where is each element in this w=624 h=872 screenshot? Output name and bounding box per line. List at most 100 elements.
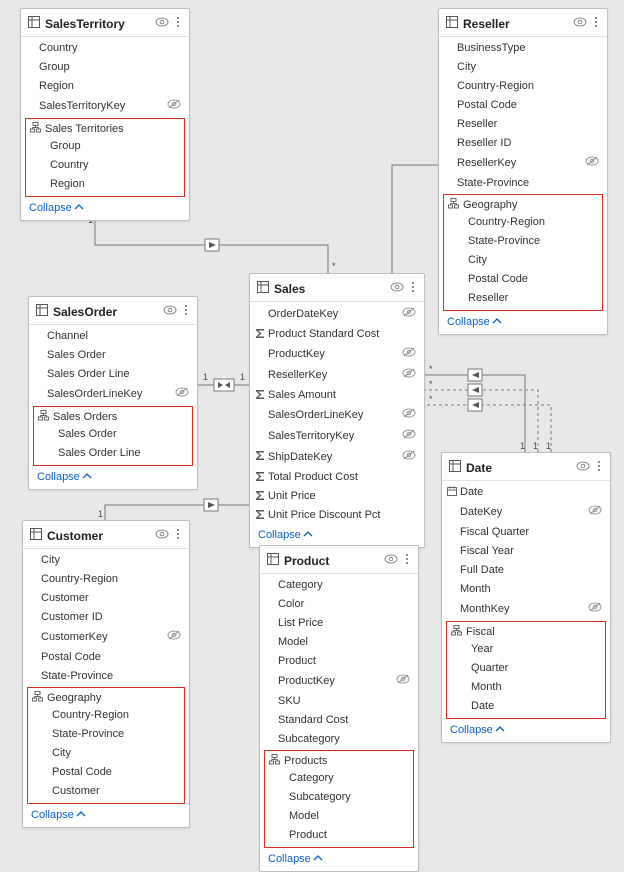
field[interactable]: Customer ID: [23, 608, 189, 627]
more-icon[interactable]: [594, 459, 604, 476]
field[interactable]: Country-Region: [439, 77, 607, 96]
field[interactable]: ResellerKey: [250, 365, 424, 386]
visibility-icon[interactable]: [576, 460, 590, 475]
visibility-icon[interactable]: [390, 281, 404, 296]
visibility-icon[interactable]: [155, 16, 169, 31]
hierarchy-header[interactable]: Products: [265, 753, 413, 769]
table-sales[interactable]: SalesOrderDateKeyProduct Standard CostPr…: [249, 273, 425, 548]
field[interactable]: Standard Cost: [260, 711, 418, 730]
table-header[interactable]: Customer: [23, 521, 189, 549]
field[interactable]: Country: [21, 39, 189, 58]
table-salesTerritory[interactable]: SalesTerritoryCountryGroupRegionSalesTer…: [20, 8, 190, 221]
table-header[interactable]: Date: [442, 453, 610, 481]
hierarchy-child[interactable]: Sales Order Line: [34, 444, 192, 463]
collapse-button[interactable]: Collapse: [260, 849, 418, 871]
hierarchy-header[interactable]: Sales Orders: [34, 409, 192, 425]
table-salesOrder[interactable]: SalesOrderChannelSales OrderSales Order …: [28, 296, 198, 490]
field[interactable]: Category: [260, 576, 418, 595]
hierarchy-child[interactable]: Country-Region: [444, 213, 602, 232]
field[interactable]: Subcategory: [260, 730, 418, 749]
table-header[interactable]: SalesOrder: [29, 297, 197, 325]
field[interactable]: SalesTerritoryKey: [250, 426, 424, 447]
table-header[interactable]: Sales: [250, 274, 424, 302]
field[interactable]: City: [439, 58, 607, 77]
hierarchy-child[interactable]: Product: [265, 826, 413, 845]
field[interactable]: DateKey: [442, 502, 610, 523]
field[interactable]: State-Province: [439, 174, 607, 193]
hierarchy-header[interactable]: Sales Territories: [26, 121, 184, 137]
hierarchy-header[interactable]: Geography: [28, 690, 184, 706]
field[interactable]: Product Standard Cost: [250, 325, 424, 344]
visibility-icon[interactable]: [163, 304, 177, 319]
field[interactable]: Country-Region: [23, 570, 189, 589]
hierarchy-child[interactable]: City: [28, 744, 184, 763]
visibility-icon[interactable]: [155, 528, 169, 543]
field[interactable]: Date: [442, 483, 610, 502]
hierarchy-child[interactable]: Country: [26, 156, 184, 175]
visibility-icon[interactable]: [573, 16, 587, 31]
more-icon[interactable]: [173, 15, 183, 32]
hierarchy-child[interactable]: Category: [265, 769, 413, 788]
field[interactable]: List Price: [260, 614, 418, 633]
field[interactable]: BusinessType: [439, 39, 607, 58]
field[interactable]: Sales Order: [29, 346, 197, 365]
field[interactable]: Color: [260, 595, 418, 614]
field[interactable]: SalesOrderLineKey: [250, 405, 424, 426]
field[interactable]: Unit Price Discount Pct: [250, 506, 424, 525]
field[interactable]: SalesTerritoryKey: [21, 96, 189, 117]
more-icon[interactable]: [408, 280, 418, 297]
collapse-button[interactable]: Collapse: [439, 312, 607, 334]
field[interactable]: MonthKey: [442, 599, 610, 620]
more-icon[interactable]: [173, 527, 183, 544]
visibility-icon[interactable]: [384, 553, 398, 568]
field[interactable]: City: [23, 551, 189, 570]
collapse-button[interactable]: Collapse: [23, 805, 189, 827]
field[interactable]: Month: [442, 580, 610, 599]
table-header[interactable]: Product: [260, 546, 418, 574]
field[interactable]: Channel: [29, 327, 197, 346]
field[interactable]: Sales Order Line: [29, 365, 197, 384]
field[interactable]: ProductKey: [250, 344, 424, 365]
collapse-button[interactable]: Collapse: [442, 720, 610, 742]
field[interactable]: Model: [260, 633, 418, 652]
collapse-button[interactable]: Collapse: [250, 525, 424, 547]
hierarchy-header[interactable]: Fiscal: [447, 624, 605, 640]
field[interactable]: CustomerKey: [23, 627, 189, 648]
field[interactable]: Full Date: [442, 561, 610, 580]
hierarchy-child[interactable]: Group: [26, 137, 184, 156]
field[interactable]: SalesOrderLineKey: [29, 384, 197, 405]
hierarchy-child[interactable]: Region: [26, 175, 184, 194]
field[interactable]: Reseller ID: [439, 134, 607, 153]
field[interactable]: State-Province: [23, 667, 189, 686]
hierarchy-child[interactable]: Reseller: [444, 289, 602, 308]
field[interactable]: Sales Amount: [250, 386, 424, 405]
hierarchy-child[interactable]: Date: [447, 697, 605, 716]
more-icon[interactable]: [591, 15, 601, 32]
field[interactable]: Group: [21, 58, 189, 77]
hierarchy-child[interactable]: State-Province: [28, 725, 184, 744]
field[interactable]: Postal Code: [439, 96, 607, 115]
field[interactable]: Customer: [23, 589, 189, 608]
hierarchy-child[interactable]: Customer: [28, 782, 184, 801]
field[interactable]: ResellerKey: [439, 153, 607, 174]
hierarchy-child[interactable]: Model: [265, 807, 413, 826]
field[interactable]: Fiscal Year: [442, 542, 610, 561]
hierarchy-child[interactable]: State-Province: [444, 232, 602, 251]
hierarchy-child[interactable]: City: [444, 251, 602, 270]
field[interactable]: ProductKey: [260, 671, 418, 692]
field[interactable]: ShipDateKey: [250, 447, 424, 468]
hierarchy-child[interactable]: Postal Code: [444, 270, 602, 289]
table-date[interactable]: DateDateDateKeyFiscal QuarterFiscal Year…: [441, 452, 611, 743]
hierarchy-child[interactable]: Postal Code: [28, 763, 184, 782]
collapse-button[interactable]: Collapse: [29, 467, 197, 489]
table-product[interactable]: ProductCategoryColorList PriceModelProdu…: [259, 545, 419, 872]
more-icon[interactable]: [402, 552, 412, 569]
field[interactable]: SKU: [260, 692, 418, 711]
hierarchy-child[interactable]: Sales Order: [34, 425, 192, 444]
table-reseller[interactable]: ResellerBusinessTypeCityCountry-RegionPo…: [438, 8, 608, 335]
field[interactable]: OrderDateKey: [250, 304, 424, 325]
hierarchy-child[interactable]: Quarter: [447, 659, 605, 678]
more-icon[interactable]: [181, 303, 191, 320]
hierarchy-header[interactable]: Geography: [444, 197, 602, 213]
field[interactable]: Region: [21, 77, 189, 96]
